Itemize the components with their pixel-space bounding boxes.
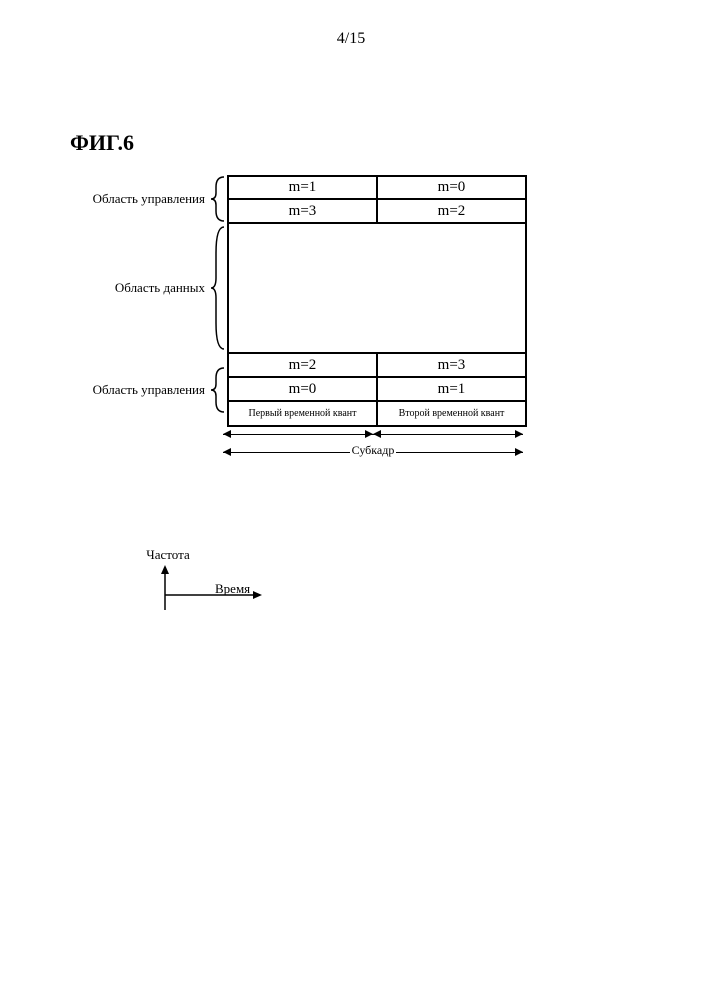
axis-x-label: Время	[215, 581, 250, 597]
dim-slot1	[373, 427, 523, 441]
region-control-bottom: Область управления m=2 m=3 m=0 m=1 Первы…	[70, 353, 527, 427]
label-control-top: Область управления	[70, 191, 209, 207]
brace-icon	[209, 175, 227, 223]
cell-data	[227, 223, 527, 353]
figure-6: Область управления m=1 m=0 m=3 m=2 Облас…	[70, 175, 527, 461]
cell-r1c1: m=2	[377, 199, 527, 223]
cell-r4c0: m=0	[227, 377, 377, 401]
axis-y-label: Частота	[138, 547, 198, 563]
grid-data	[227, 223, 527, 353]
grid-top: m=1 m=0 m=3 m=2	[227, 175, 527, 223]
cell-slot1: Второй временной квант	[377, 401, 527, 427]
cell-r3c1: m=3	[377, 353, 527, 377]
cell-r1c0: m=3	[227, 199, 377, 223]
axes: Частота Время	[130, 565, 270, 615]
cell-r3c0: m=2	[227, 353, 377, 377]
cell-r0c0: m=1	[227, 175, 377, 199]
label-data: Область данных	[70, 280, 209, 296]
figure-title: ФИГ.6	[70, 130, 134, 156]
label-control-bottom: Область управления	[70, 382, 209, 398]
brace-icon	[209, 223, 227, 353]
region-control-top: Область управления m=1 m=0 m=3 m=2	[70, 175, 527, 223]
dim-slot0	[223, 427, 373, 441]
cell-r4c1: m=1	[377, 377, 527, 401]
page-number: 4/15	[0, 30, 702, 48]
label-subframe: Субкадр	[350, 443, 397, 458]
cell-slot0: Первый временной квант	[227, 401, 377, 427]
cell-r0c1: m=0	[377, 175, 527, 199]
dim-slots: Субкадр	[70, 427, 527, 461]
grid-bottom: m=2 m=3 m=0 m=1 Первый временной квант В…	[227, 353, 527, 427]
dim-subframe: Субкадр	[223, 443, 523, 461]
brace-icon	[209, 366, 227, 414]
region-data: Область данных	[70, 223, 527, 353]
page: 4/15 ФИГ.6 Область управления m=1 m=0 m=…	[0, 0, 702, 1000]
